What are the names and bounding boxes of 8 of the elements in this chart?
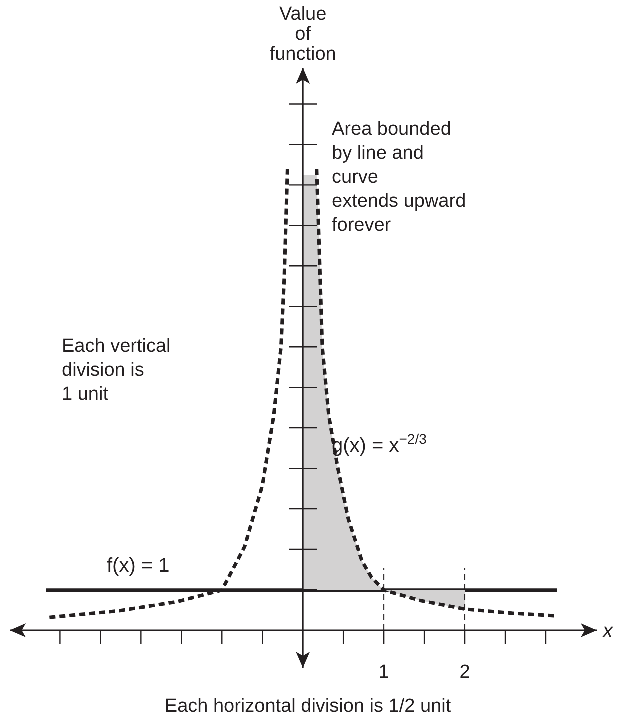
annotation: Area bounded by line and curve extends upward forever <box>332 119 466 236</box>
series-label: f(x) = 1 <box>107 555 170 577</box>
x-tick-label: 1 <box>378 662 390 683</box>
text: Value of function <box>270 4 336 65</box>
annotation: Each vertical division is 1 unit <box>62 336 171 405</box>
x-axis-title: x <box>602 620 614 642</box>
x-tick-label: 2 <box>460 662 470 683</box>
text: Each horizontal division is 1/2 unit <box>164 696 452 717</box>
